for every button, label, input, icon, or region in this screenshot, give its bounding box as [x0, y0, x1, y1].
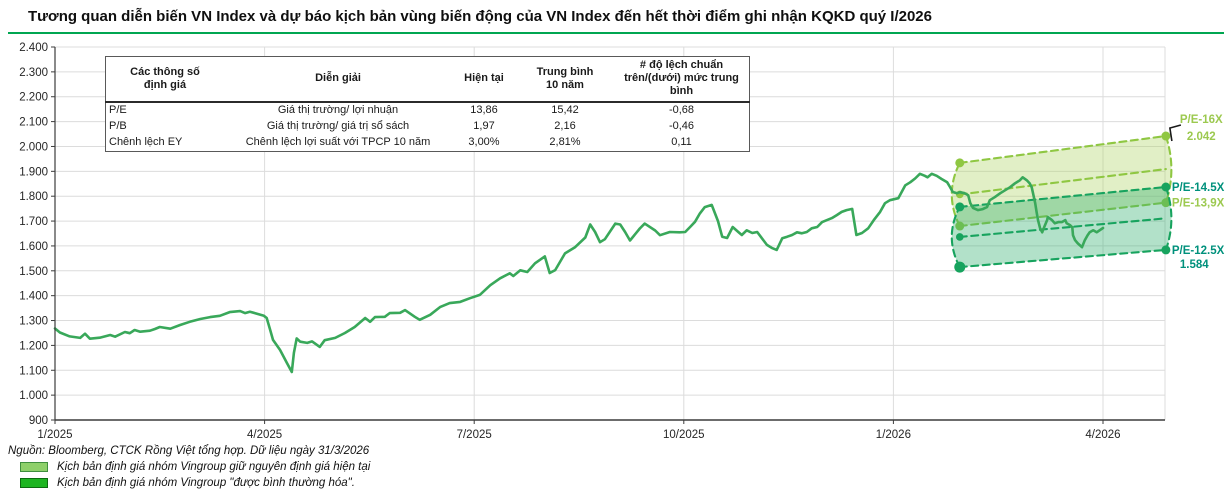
- pe-annotation-label: P/E-12.5X: [1172, 245, 1225, 257]
- forecast-band-normalized: [951, 186, 1172, 268]
- y-tick-label: 1.400: [19, 291, 48, 303]
- table-header-cell: Diễn giải: [224, 56, 452, 103]
- valuation-table: Các thông số định giá Diễn giải Hiện tại Tr…: [105, 56, 750, 152]
- band-mid-dashed-line: [958, 217, 1167, 239]
- y-tick-label: 2.100: [19, 117, 48, 129]
- legend-item-keep-current: Kịch bản định giá nhóm Vingroup giữ nguy…: [20, 461, 370, 473]
- band-marker-dot: [1161, 131, 1171, 141]
- y-tick-label: 1.100: [19, 365, 48, 377]
- band-top-dashed-line: [958, 134, 1167, 164]
- table-row: P/B Giá thị trường/ giá trị sổ sách 1,97 2,…: [106, 119, 750, 135]
- band-marker-dot: [955, 221, 965, 231]
- legend-swatch-dark-green: [20, 478, 48, 488]
- y-tick-label: 2.200: [19, 92, 48, 104]
- x-tick-label: 1/2025: [37, 429, 72, 441]
- forecast-band-keep-current: [951, 136, 1172, 227]
- table-header-cell: Trung bình 10 năm: [516, 56, 614, 103]
- band-right-cap: [1164, 185, 1173, 251]
- y-tick-label: 1.000: [19, 390, 48, 402]
- band-marker-dot: [955, 202, 965, 212]
- band-left-cap: [950, 161, 961, 228]
- y-tick-label: 1.200: [19, 340, 48, 352]
- table-cell: 13,86: [470, 104, 498, 117]
- table-cell: 2,16: [554, 120, 576, 133]
- table-cell: -0,46: [668, 120, 695, 133]
- band-left-cap: [950, 205, 961, 269]
- table-row: P/E Giá thị trường/ lợi nhuận 13,86 15,42 -0…: [106, 102, 750, 119]
- band-marker-dot: [955, 233, 964, 241]
- table-cell: Chênh lệch lợi suất với TPCP 10 năm: [245, 136, 431, 149]
- vn-index-line: [53, 172, 1105, 374]
- table-cell: 15,42: [551, 104, 579, 117]
- pe-annotation-label: P/E-16X: [1180, 114, 1223, 126]
- legend-label: Kịch bản định giá nhóm Vingroup "được bì…: [57, 477, 355, 489]
- band-bottom-dashed-line: [958, 201, 1167, 228]
- valuation-table-body: P/E Giá thị trường/ lợi nhuận 13,86 15,42 -0…: [106, 102, 750, 152]
- table-cell: 2,81%: [549, 136, 581, 149]
- y-tick-label: 1.500: [19, 266, 48, 278]
- band-bottom-dashed-line: [958, 248, 1167, 269]
- legend-swatch-light-green: [20, 462, 48, 472]
- table-header-cell: Các thông số định giá: [105, 56, 224, 103]
- band-marker-dot: [1161, 198, 1171, 208]
- table-cell: P/E: [109, 104, 127, 117]
- y-tick-label: 1.800: [19, 191, 48, 203]
- pe-annotation-label: P/E-14.5X: [1172, 182, 1225, 194]
- pe-annotation-label: P/E-13,9X: [1172, 198, 1225, 210]
- pe-annotation-label: 1.584: [1180, 259, 1209, 271]
- band-marker-dot: [954, 261, 966, 273]
- band-marker-dot: [1161, 182, 1171, 192]
- table-cell: Giá thị trường/ lợi nhuận: [277, 104, 399, 117]
- y-tick-label: 900: [29, 415, 48, 427]
- y-tick-label: 2.400: [19, 42, 48, 54]
- table-cell: 3,00%: [468, 136, 500, 149]
- callout-bracket-icon: [1168, 124, 1182, 142]
- x-tick-label: 4/2025: [247, 429, 282, 441]
- y-tick-label: 2.000: [19, 141, 48, 153]
- table-cell: 1,97: [473, 120, 495, 133]
- legend-label: Kịch bản định giá nhóm Vingroup giữ nguy…: [57, 461, 371, 473]
- band-mid-dashed-line: [958, 168, 1167, 196]
- band-marker-dot: [955, 158, 965, 168]
- y-tick-label: 1.300: [19, 316, 48, 328]
- legend-item-normalized: Kịch bản định giá nhóm Vingroup "được bì…: [20, 477, 355, 489]
- table-cell: -0,68: [668, 104, 695, 117]
- table-cell: Chênh lệch EY: [109, 136, 183, 149]
- band-top-dashed-line: [958, 185, 1167, 208]
- pe-annotation-label: 2.042: [1187, 131, 1216, 143]
- y-tick-label: 1.900: [19, 166, 48, 178]
- title-divider: [8, 32, 1224, 34]
- y-tick-label: 2.300: [19, 67, 48, 79]
- page-title: Tương quan diễn biến VN Index và dự báo …: [28, 8, 932, 25]
- table-header-cell: Hiện tại: [452, 56, 516, 103]
- valuation-table-head: Các thông số định giá Diễn giải Hiện tại Tr…: [105, 56, 750, 103]
- table-cell: P/B: [109, 120, 127, 133]
- table-cell: Giá thị trường/ giá trị sổ sách: [266, 120, 410, 133]
- y-tick-label: 1.700: [19, 216, 48, 228]
- table-row: Chênh lệch EY Chênh lệch lợi suất với TPC…: [106, 135, 750, 152]
- source-note: Nguồn: Bloomberg, CTCK Rồng Việt tổng hợ…: [8, 445, 370, 457]
- x-tick-label: 4/2026: [1085, 429, 1120, 441]
- x-tick-label: 10/2025: [663, 429, 705, 441]
- band-right-cap: [1164, 134, 1173, 204]
- x-tick-label: 1/2026: [876, 429, 911, 441]
- band-marker-dot: [1161, 245, 1171, 255]
- table-cell: 0,11: [671, 136, 692, 149]
- x-tick-label: 7/2025: [457, 429, 492, 441]
- table-header-cell: # độ lệch chuẩn trên/(dưới) mức trung bì…: [614, 56, 750, 103]
- y-tick-label: 1.600: [19, 241, 48, 253]
